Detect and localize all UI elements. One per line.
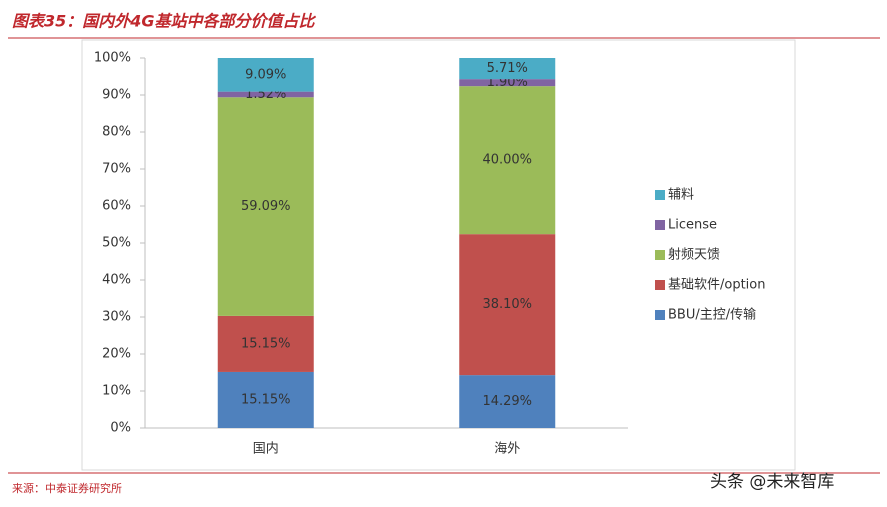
bar-segment: [459, 79, 556, 87]
bar-segment: [459, 86, 556, 235]
legend-swatch: [655, 190, 665, 200]
legend-swatch: [655, 310, 665, 320]
legend-swatch: [655, 250, 665, 260]
legend-label: BBU/主控/传输: [668, 307, 756, 323]
legend-swatch: [655, 280, 665, 290]
y-tick-label: 70%: [102, 162, 131, 177]
bar-segment: [459, 375, 556, 428]
y-tick-label: 20%: [102, 347, 131, 362]
data-label: 59.09%: [241, 199, 291, 214]
bar-segment: [217, 58, 314, 92]
source: 来源：中泰证券研究所: [12, 481, 122, 495]
data-label: 14.29%: [482, 394, 532, 409]
y-tick-label: 30%: [102, 310, 131, 325]
bar-segment: [459, 58, 556, 80]
y-tick-label: 10%: [102, 384, 131, 399]
data-label: 15.15%: [241, 392, 291, 407]
legend-label: 射频天馈: [668, 247, 720, 263]
legend-swatch: [655, 220, 665, 230]
y-tick-label: 90%: [102, 88, 131, 103]
bar-segment: [217, 91, 314, 98]
x-tick-label: 海外: [494, 442, 520, 457]
bar-segment: [459, 234, 556, 376]
y-tick-label: 40%: [102, 273, 131, 288]
y-tick-label: 0%: [110, 421, 131, 436]
data-label: 9.09%: [245, 67, 286, 82]
y-tick-label: 80%: [102, 125, 131, 140]
bar-segment: [217, 97, 314, 316]
legend-label: License: [668, 218, 717, 233]
watermark: 头条 @未来智库: [710, 472, 834, 492]
y-tick-label: 60%: [102, 199, 131, 214]
data-label: 15.15%: [241, 336, 291, 351]
y-tick-label: 100%: [94, 51, 131, 66]
legend-label: 辅料: [668, 188, 694, 203]
bar-segment: [217, 371, 314, 428]
legend-label: 基础软件/option: [668, 278, 766, 293]
data-label: 40.00%: [482, 153, 532, 168]
y-tick-label: 50%: [102, 236, 131, 251]
x-tick-label: 国内: [253, 441, 279, 457]
data-label: 5.71%: [487, 61, 528, 76]
bar-segment: [217, 315, 314, 372]
chart-title: 图表35：国内外4G基站中各部分价值占比: [12, 12, 317, 31]
chart-frame: [81, 39, 796, 471]
data-label: 38.10%: [482, 297, 532, 312]
